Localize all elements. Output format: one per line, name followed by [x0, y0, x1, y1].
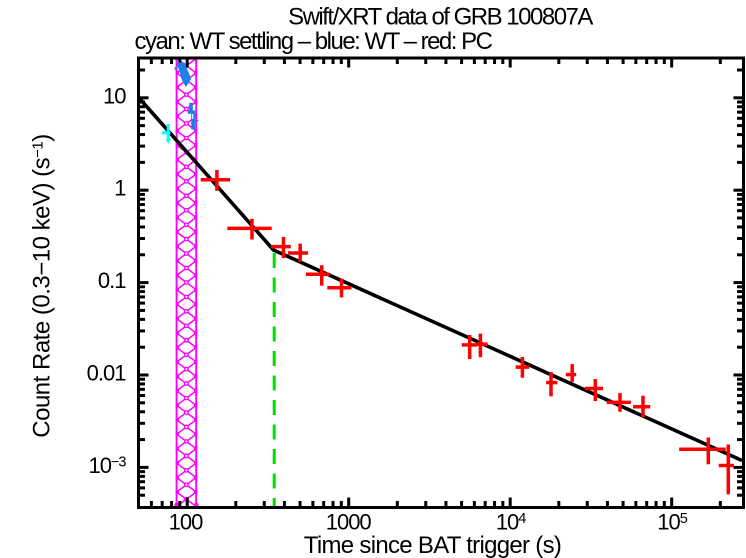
svg-text:Count Rate (0.3−10 keV) (s−1): Count Rate (0.3−10 keV) (s−1) — [29, 134, 56, 437]
svg-text:Swift/XRT data of GRB 100807A: Swift/XRT data of GRB 100807A — [288, 4, 593, 31]
svg-text:0.1: 0.1 — [98, 268, 126, 293]
svg-text:1: 1 — [114, 176, 126, 201]
svg-text:100: 100 — [169, 509, 203, 534]
svg-text:105: 105 — [657, 509, 687, 534]
svg-text:10: 10 — [103, 83, 126, 108]
svg-text:cyan: WT settling – blue: WT –: cyan: WT settling – blue: WT – red: PC — [135, 28, 493, 55]
svg-text:0.01: 0.01 — [87, 361, 127, 386]
svg-text:1000: 1000 — [326, 509, 372, 534]
svg-text:Time since BAT trigger (s): Time since BAT trigger (s) — [304, 532, 561, 558]
